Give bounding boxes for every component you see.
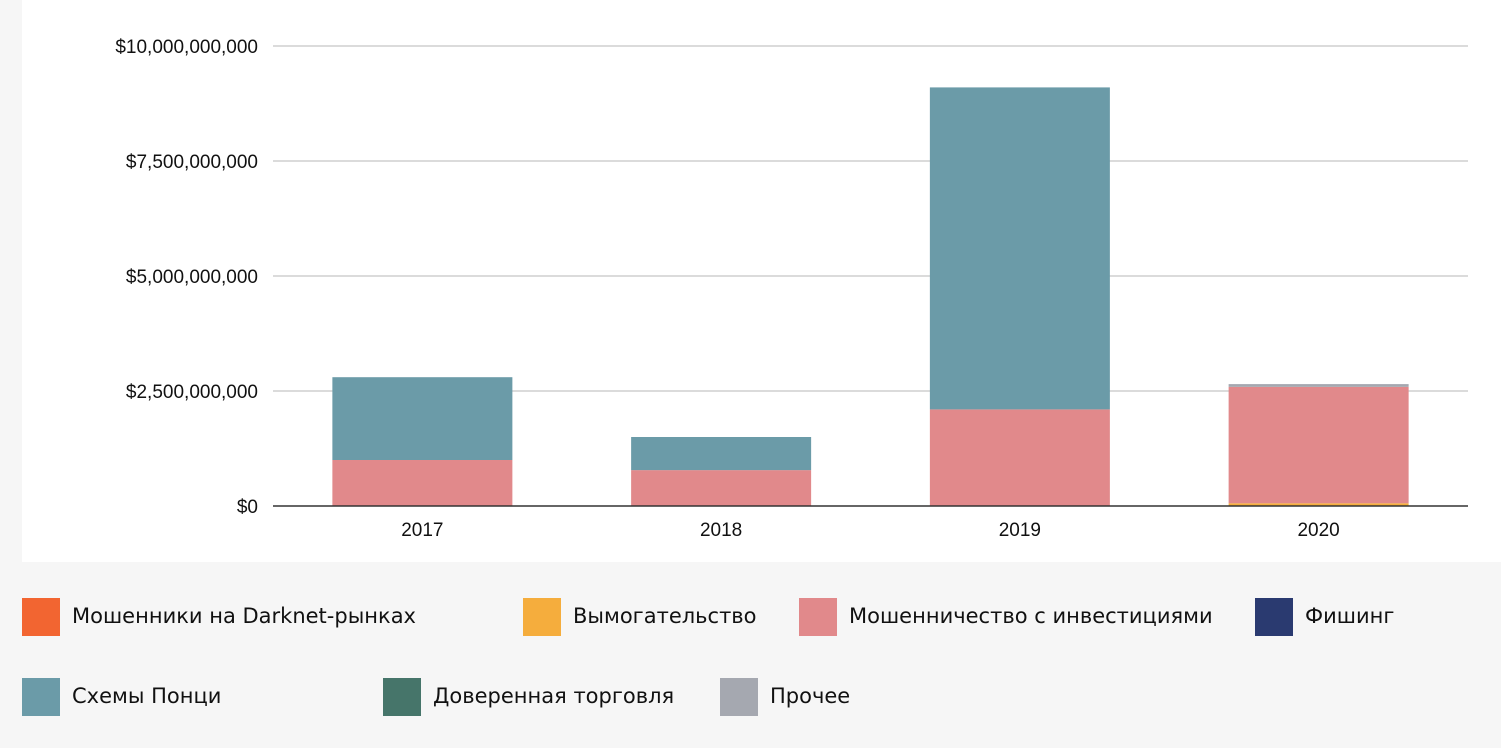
legend-label: Фишинг [1305,604,1395,628]
y-tick-label: $10,000,000,000 [115,37,258,58]
x-tick-label: 2017 [401,520,443,541]
bar-segment [1228,384,1409,387]
x-tick-label: 2020 [1297,520,1339,541]
bar-segment [332,377,513,460]
legend-label: Схемы Понци [72,684,222,708]
x-tick-label: 2018 [700,520,742,541]
bar-segment [929,87,1110,410]
y-tick-label: $7,500,000,000 [126,152,258,173]
bar-chart: $0 $2,500,000,000 $5,000,000,000 $7,500,000… [115,37,1468,541]
bar-segment [332,460,513,506]
legend-swatch [720,678,758,716]
chart-panel: $0 $2,500,000,000 $5,000,000,000 $7,500,000… [22,0,1501,562]
legend-label: Мошенники на Darknet-рынках [72,604,416,628]
legend-label: Вымогательство [573,604,757,628]
y-tick-label: $0 [237,497,258,518]
bar-segment [631,437,812,471]
legend-swatch [1255,598,1293,636]
legend-swatch [22,678,60,716]
bar-segment [929,409,1110,506]
legend-swatch [523,598,561,636]
y-tick-label: $2,500,000,000 [126,382,258,403]
legend-label: Мошенничество с инвестициями [849,604,1213,628]
legend-label: Доверенная торговля [433,684,675,708]
bar-segment [1228,503,1409,506]
x-tick-label: 2019 [999,520,1041,541]
bar-segment [1228,386,1409,504]
bar-segment [631,470,812,506]
legend-swatch [383,678,421,716]
legend-label: Прочее [770,684,851,708]
legend-swatch [799,598,837,636]
legend-swatch [22,598,60,636]
y-tick-label: $5,000,000,000 [126,267,258,288]
